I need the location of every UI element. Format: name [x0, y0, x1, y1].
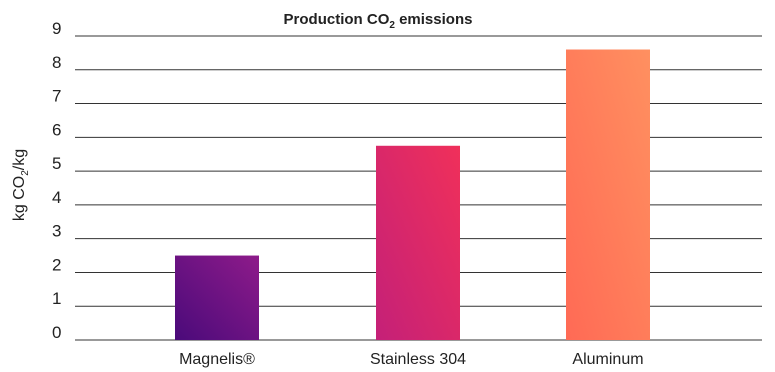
y-tick-labels: 0 1 2 3 4 5 6 7 8 9 — [52, 19, 61, 342]
chart-title: Production CO2 emissions — [284, 11, 473, 31]
y-tick-label-5: 5 — [52, 154, 61, 173]
y-tick-label-4: 4 — [52, 188, 61, 207]
y-tick-label-0: 0 — [52, 323, 61, 342]
category-label-2: Aluminum — [572, 351, 643, 368]
bar-aluminum — [566, 49, 650, 341]
y-tick-label-2: 2 — [52, 255, 61, 274]
category-labels: Magnelis® Stainless 304 Aluminum — [179, 351, 643, 368]
bar-magnelis — [175, 255, 259, 340]
y-tick-label-6: 6 — [52, 120, 61, 139]
bars — [175, 49, 650, 341]
y-axis-label: kg CO2/kg — [11, 149, 31, 221]
y-tick-label-9: 9 — [52, 19, 61, 38]
y-tick-label-7: 7 — [52, 87, 61, 106]
y-tick-label-3: 3 — [52, 222, 61, 241]
category-label-0: Magnelis® — [179, 351, 255, 368]
y-tick-label-8: 8 — [52, 53, 61, 72]
y-tick-label-1: 1 — [52, 289, 61, 308]
category-label-1: Stainless 304 — [370, 351, 466, 368]
bar-stainless-304 — [376, 145, 460, 340]
